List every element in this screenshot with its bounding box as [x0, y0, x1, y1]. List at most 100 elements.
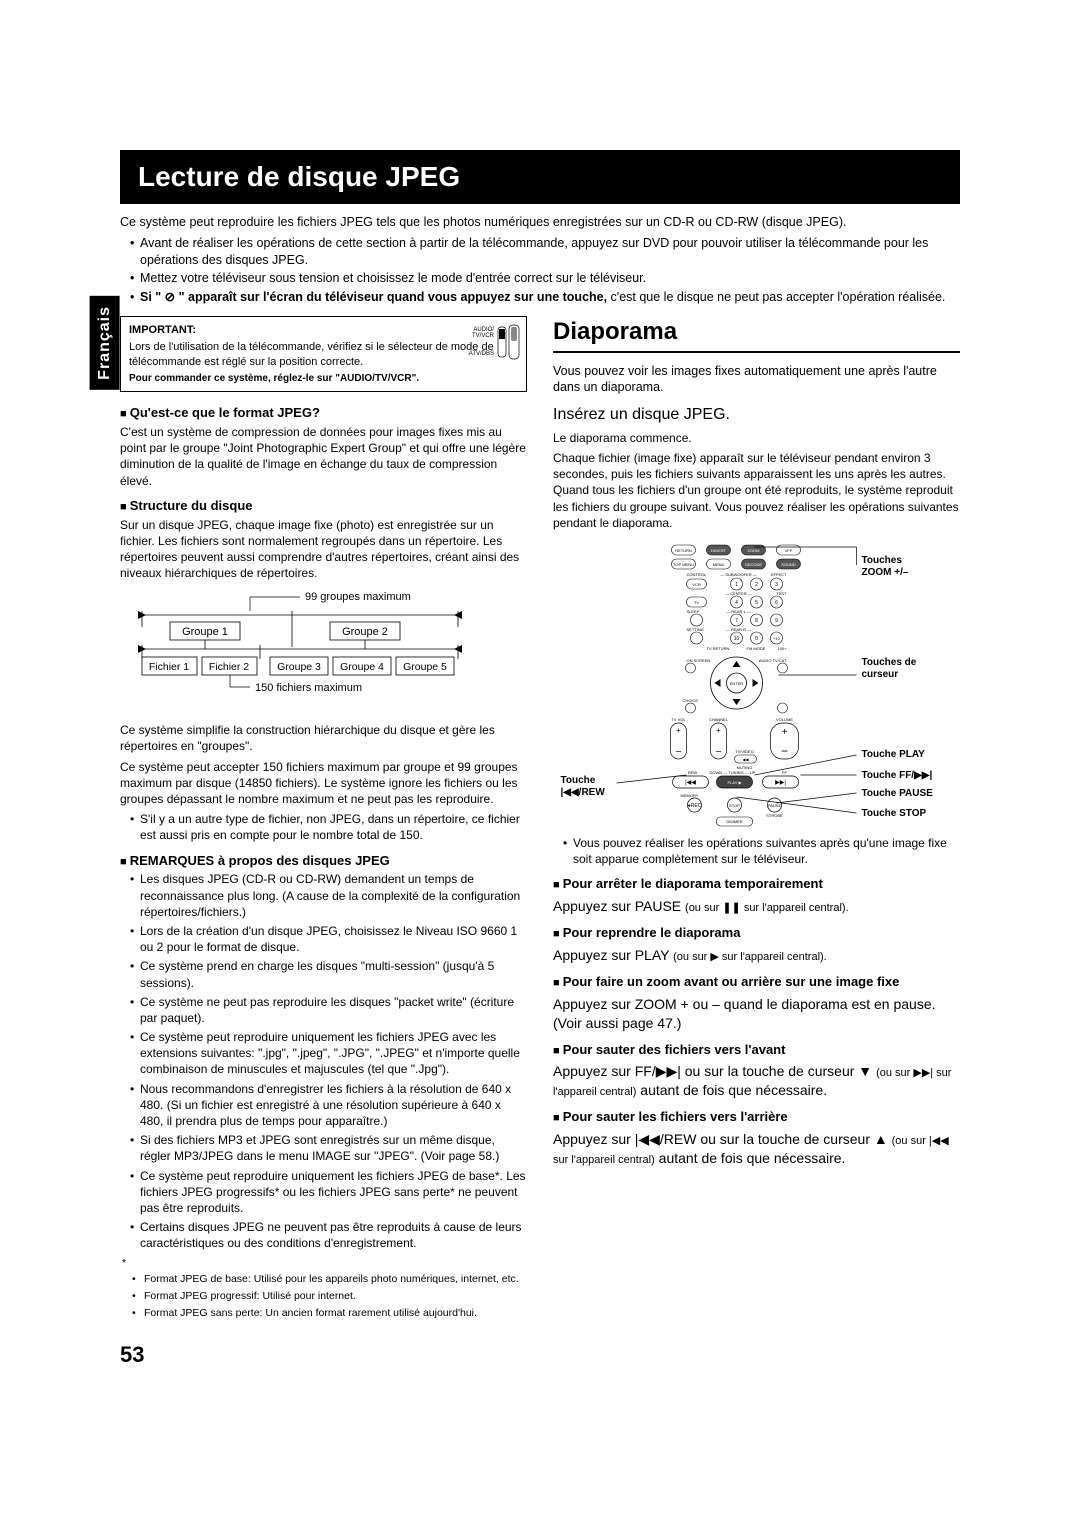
svg-text:CATV/DBS: CATV/DBS	[468, 351, 494, 357]
remote-diagram: RETURN DIGEST ZOOM VFP TOP MENU MENU DEC…	[553, 535, 960, 835]
svg-text:+10: +10	[773, 636, 781, 641]
remark-item: Ce système peut reproduire uniquement le…	[130, 1168, 527, 1217]
important-body: Lors de l'utilisation de la télécommande…	[129, 340, 518, 370]
intro-text: Ce système peut reproduire les fichiers …	[120, 214, 960, 231]
svg-text:Touche PLAY: Touche PLAY	[862, 749, 926, 760]
svg-text:Touches de: Touches de	[862, 657, 917, 668]
svg-text:MEMORY: MEMORY	[681, 793, 699, 798]
right-column: Diaporama Vous pouvez voir les images fi…	[553, 316, 960, 1370]
footnotes: * Format JPEG de base: Utilisé pour les …	[120, 1256, 527, 1321]
svg-text:|◀◀/REW: |◀◀/REW	[561, 787, 606, 798]
op-heading: Pour reprendre le diaporama	[553, 924, 960, 942]
svg-text:100+: 100+	[777, 646, 787, 651]
page-title-bar: Lecture de disque JPEG	[120, 150, 960, 204]
svg-text:+: +	[716, 726, 721, 735]
svg-text:TV: TV	[694, 600, 699, 605]
svg-text:PLAY ▶: PLAY ▶	[727, 780, 742, 785]
svg-text:3: 3	[775, 582, 778, 588]
svg-text:Groupe 1: Groupe 1	[182, 626, 228, 638]
intro-bold-suffix: c'est que le disque ne peut pas accepter…	[607, 290, 945, 304]
diaporama-starts: Le diaporama commence.	[553, 430, 960, 446]
heading-remarks: REMARQUES à propos des disques JPEG	[120, 852, 527, 870]
post-remote-bullet: Vous pouvez réaliser les opérations suiv…	[563, 835, 960, 867]
ops-list: Pour arrêter le diaporama temporairement…	[553, 875, 960, 1167]
op-body: Appuyez sur PLAY (ou sur ▶ sur l'apparei…	[553, 946, 960, 965]
op-body: Appuyez sur |◀◀/REW ou sur la touche de …	[553, 1130, 960, 1168]
intro-bold-prefix: Si " ⊘ " apparaît sur l'écran du télévis…	[140, 290, 607, 304]
post-remote-list: Vous pouvez réaliser les opérations suiv…	[553, 835, 960, 867]
svg-text:SOUND: SOUND	[781, 562, 796, 567]
svg-text:+: +	[782, 727, 788, 738]
svg-text:STOP: STOP	[729, 803, 740, 808]
diaporama-desc: Chaque fichier (image fixe) apparaît sur…	[553, 450, 960, 531]
svg-text:99 groupes maximum: 99 groupes maximum	[305, 591, 411, 603]
svg-text:9: 9	[775, 618, 778, 624]
svg-text:AUDIO TV/CAT: AUDIO TV/CAT	[759, 658, 787, 663]
svg-text:CHOICE: CHOICE	[683, 698, 699, 703]
op-heading: Pour arrêter le diaporama temporairement	[553, 875, 960, 893]
svg-text:ZOOM +/–: ZOOM +/–	[862, 567, 909, 578]
page-title: Lecture de disque JPEG	[138, 158, 942, 196]
footnote-item: Format JPEG progressif: Utilisé pour int…	[132, 1289, 527, 1303]
language-tab: Français	[90, 296, 120, 390]
svg-text:◀◀: ◀◀	[742, 757, 749, 762]
svg-text:TEST: TEST	[776, 591, 787, 596]
svg-text:Groupe 4: Groupe 4	[340, 661, 384, 673]
important-footer: Pour commander ce système, réglez-le sur…	[129, 372, 518, 386]
svg-text:VCR: VCR	[692, 582, 701, 587]
body-jpeg-format: C'est un système de compression de donné…	[120, 424, 527, 489]
svg-text:ENTER: ENTER	[730, 681, 744, 686]
remark-item: Ce système ne peut pas reproduire les di…	[130, 994, 527, 1026]
svg-text:ON SCREEN: ON SCREEN	[687, 658, 711, 663]
mode-switch-diagram: AUDIO/ TV/VCR CATV/DBS	[468, 323, 520, 368]
svg-text:Touche STOP: Touche STOP	[862, 808, 927, 819]
svg-text:TV RETURN: TV RETURN	[707, 646, 730, 651]
op-heading: Pour sauter les fichiers vers l'arrière	[553, 1108, 960, 1126]
svg-text:TV/VIDEO: TV/VIDEO	[735, 749, 754, 754]
svg-text:1: 1	[735, 582, 738, 588]
hier-after-p1: Ce système simplifie la construction hié…	[120, 722, 527, 754]
svg-text:Touche PAUSE: Touche PAUSE	[862, 788, 934, 799]
op-body: Appuyez sur PAUSE (ou sur ❚❚ sur l'appar…	[553, 897, 960, 916]
hier-after-p2: Ce système peut accepter 150 fichiers ma…	[120, 759, 527, 808]
step-insert-disc: Insérez un disque JPEG.	[553, 404, 960, 426]
svg-text:Fichier 1: Fichier 1	[149, 661, 189, 673]
svg-text:— SUBWOOFER —: — SUBWOOFER —	[720, 572, 756, 577]
svg-text:10: 10	[734, 636, 740, 642]
svg-text:Touches: Touches	[862, 555, 903, 566]
svg-text:8: 8	[755, 618, 758, 624]
svg-text:REW: REW	[688, 770, 698, 775]
svg-text:PAUSE: PAUSE	[768, 803, 782, 808]
svg-text:TV VOL: TV VOL	[671, 717, 686, 722]
svg-text:●REC: ●REC	[688, 803, 702, 809]
svg-text:5: 5	[755, 600, 758, 606]
intro-bullet: Mettez votre téléviseur sous tension et …	[130, 270, 960, 287]
intro-bullets: Avant de réaliser les opérations de cett…	[120, 235, 960, 307]
svg-text:Touche FF/▶▶|: Touche FF/▶▶|	[862, 770, 933, 781]
svg-text:SETTING: SETTING	[687, 627, 704, 632]
hier-after-bullet-list: S'il y a un autre type de fichier, non J…	[120, 811, 527, 843]
svg-text:Groupe 5: Groupe 5	[403, 661, 447, 673]
remark-item: Ce système peut reproduire uniquement le…	[130, 1029, 527, 1078]
svg-text:curseur: curseur	[862, 669, 899, 680]
svg-text:Groupe 2: Groupe 2	[342, 626, 388, 638]
remark-item: Les disques JPEG (CD-R ou CD-RW) demande…	[130, 871, 527, 920]
left-column: IMPORTANT: Lors de l'utilisation de la t…	[120, 316, 527, 1370]
remark-item: Lors de la création d'un disque JPEG, ch…	[130, 923, 527, 955]
hier-after-bullet: S'il y a un autre type de fichier, non J…	[130, 811, 527, 843]
svg-text:— REAR·L —: — REAR·L —	[726, 609, 751, 614]
svg-text:−: −	[716, 747, 722, 758]
svg-text:VFP: VFP	[785, 548, 793, 553]
svg-text:VOLUME: VOLUME	[776, 717, 793, 722]
svg-text:DECODE: DECODE	[745, 562, 762, 567]
svg-text:MENU: MENU	[713, 562, 725, 567]
footnote-item: Format JPEG de base: Utilisé pour les ap…	[132, 1272, 527, 1286]
footnote-star: *	[122, 1257, 126, 1269]
svg-text:— REAR·R —: — REAR·R —	[726, 627, 752, 632]
svg-text:TV/VCR: TV/VCR	[472, 333, 495, 339]
svg-text:EFFECT: EFFECT	[771, 572, 787, 577]
svg-text:FF: FF	[782, 770, 787, 775]
svg-text:−: −	[676, 747, 682, 758]
svg-text:2: 2	[755, 582, 758, 588]
heading-disc-structure: Structure du disque	[120, 497, 527, 515]
